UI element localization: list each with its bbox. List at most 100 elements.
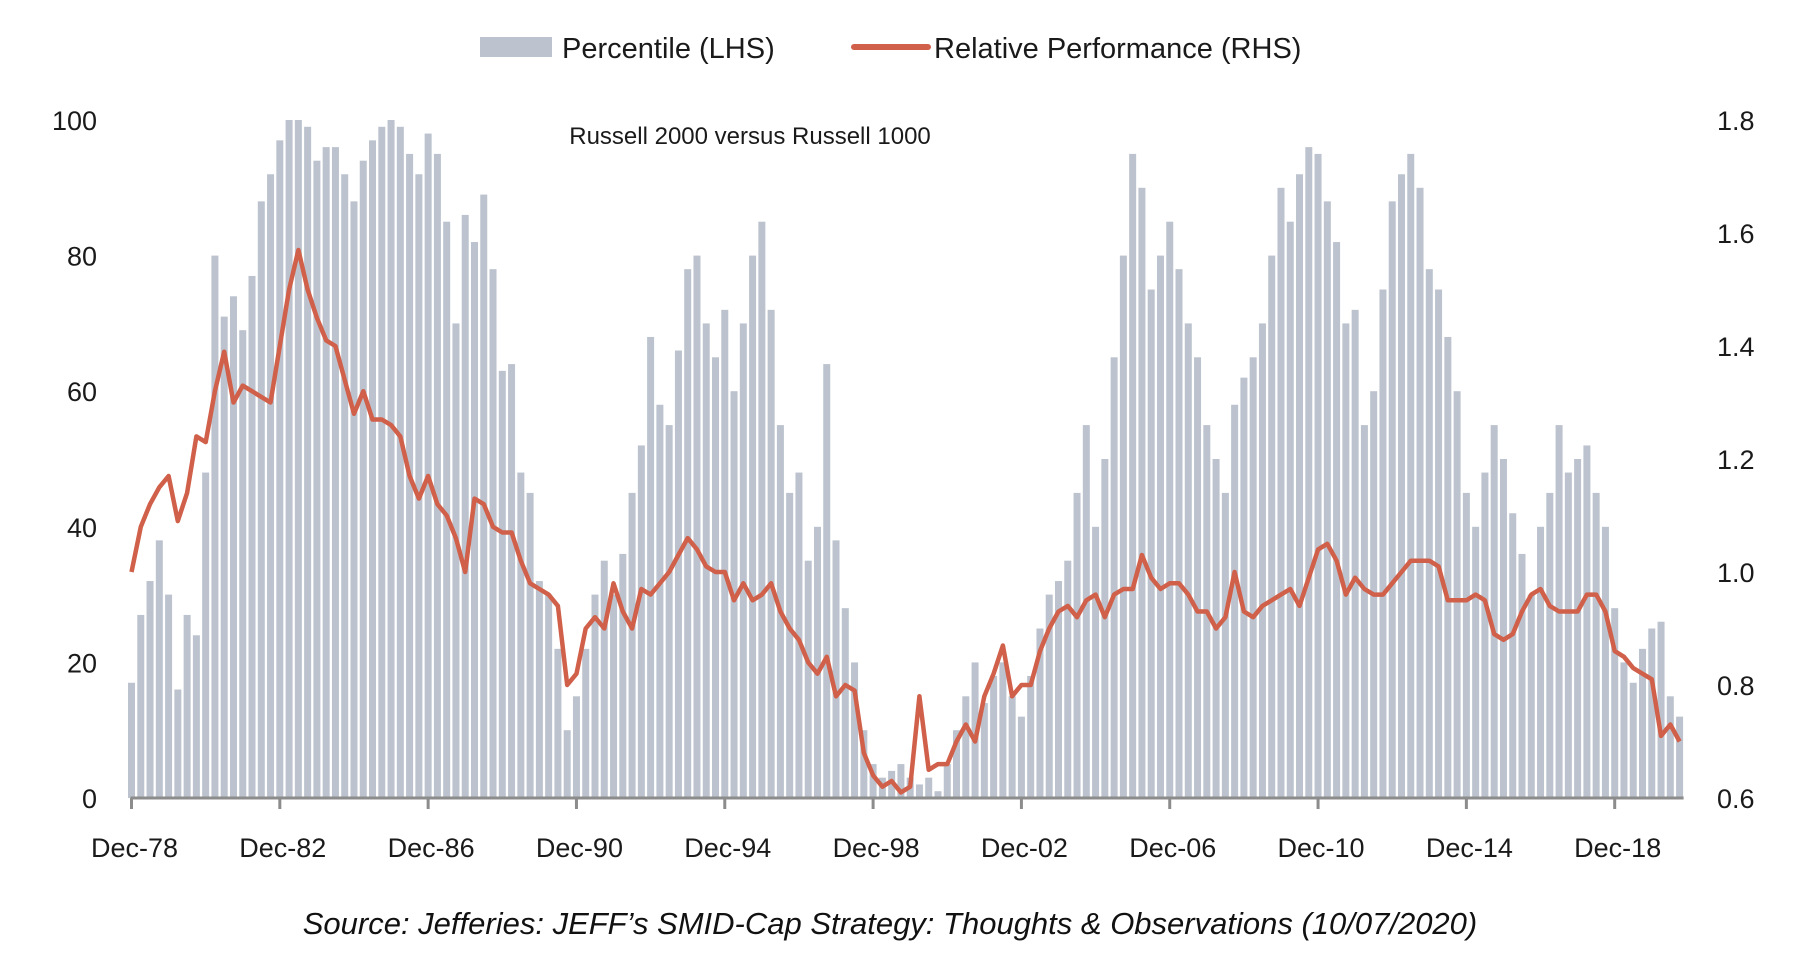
percentile-bar	[1676, 716, 1684, 798]
percentile-bar	[313, 160, 321, 798]
percentile-bar	[1305, 147, 1313, 798]
percentile-bar	[572, 696, 580, 798]
percentile-bar	[869, 764, 877, 798]
percentile-bar	[1611, 608, 1619, 798]
left-y-tick-label: 40	[67, 513, 97, 543]
percentile-bar	[693, 255, 701, 799]
percentile-bar	[1221, 492, 1229, 798]
percentile-bar	[480, 194, 488, 798]
right-y-tick-label: 0.6	[1717, 784, 1755, 814]
percentile-bar	[1249, 357, 1257, 798]
x-tick-label: Dec-98	[833, 833, 920, 863]
percentile-bar	[165, 594, 173, 798]
percentile-bar	[1472, 526, 1480, 798]
x-tick-label: Dec-14	[1426, 833, 1513, 863]
percentile-bar	[1286, 221, 1294, 798]
percentile-bar	[1045, 594, 1053, 798]
x-tick-label: Dec-86	[388, 833, 475, 863]
percentile-bar	[1639, 648, 1647, 798]
percentile-bar	[331, 147, 339, 798]
right-y-tick-label: 1.2	[1717, 445, 1755, 475]
percentile-bar	[1592, 492, 1600, 798]
chart-title: Russell 2000 versus Russell 1000	[569, 123, 931, 150]
percentile-bar	[415, 174, 423, 799]
percentile-bar	[674, 350, 682, 798]
percentile-bar	[786, 492, 794, 798]
percentile-bar	[1444, 336, 1452, 798]
percentile-bar	[647, 336, 655, 798]
percentile-bar	[832, 540, 840, 798]
percentile-bar	[860, 730, 868, 798]
percentile-bar	[1240, 377, 1248, 798]
percentile-bar	[1499, 459, 1507, 798]
percentile-bar	[739, 323, 747, 798]
left-y-tick-label: 20	[67, 648, 97, 678]
percentile-bar	[1110, 357, 1118, 798]
percentile-bar	[202, 472, 210, 798]
percentile-bar	[1537, 526, 1545, 798]
percentile-bar	[1258, 323, 1266, 798]
percentile-bar	[1583, 445, 1591, 798]
percentile-bar	[563, 730, 571, 798]
percentile-bar	[804, 560, 812, 798]
percentile-bar	[971, 662, 979, 798]
percentile-bar	[665, 425, 673, 798]
percentile-bar	[146, 581, 154, 798]
percentile-bar	[424, 133, 432, 798]
percentile-bar	[322, 147, 330, 798]
percentile-bar	[1156, 255, 1164, 799]
percentile-bar	[1546, 492, 1554, 798]
percentile-bar	[1333, 242, 1341, 799]
right-y-tick-label: 1.6	[1717, 219, 1755, 249]
legend-swatch-percentile	[480, 37, 552, 57]
percentile-bar	[1017, 716, 1025, 798]
percentile-bar	[1147, 289, 1155, 798]
percentile-bar	[1351, 309, 1359, 798]
percentile-bar	[517, 472, 525, 798]
percentile-bar	[1416, 187, 1424, 799]
percentile-bar	[443, 221, 451, 798]
percentile-bar	[962, 696, 970, 798]
percentile-bar	[1379, 289, 1387, 798]
percentile-bar	[1296, 174, 1304, 799]
x-tick-label: Dec-78	[91, 833, 178, 863]
percentile-bar	[452, 323, 460, 798]
percentile-bar	[545, 594, 553, 798]
percentile-bar	[953, 730, 961, 798]
right-y-tick-label: 0.8	[1717, 671, 1755, 701]
percentile-bar	[1119, 255, 1127, 799]
percentile-bar	[721, 309, 729, 798]
percentile-bar	[999, 662, 1007, 798]
x-tick-label: Dec-10	[1278, 833, 1365, 863]
percentile-bar	[220, 316, 228, 798]
percentile-bar	[1055, 581, 1062, 798]
percentile-bar	[1518, 553, 1526, 798]
percentile-bar	[1435, 289, 1443, 798]
percentile-bar	[1397, 174, 1405, 799]
percentile-bar	[183, 614, 191, 798]
left-y-tick-label: 60	[67, 377, 97, 407]
percentile-bar	[1008, 696, 1016, 798]
percentile-bar	[267, 174, 275, 799]
percentile-bar	[470, 242, 478, 799]
percentile-bar	[461, 214, 469, 799]
percentile-bar	[1194, 357, 1202, 798]
percentile-bar	[712, 357, 720, 798]
percentile-bar	[1407, 153, 1415, 798]
legend: Percentile (LHS) Relative Performance (R…	[480, 33, 1301, 65]
legend-label-percentile: Percentile (LHS)	[562, 33, 775, 65]
percentile-bar	[1092, 526, 1100, 798]
percentile-bar	[1342, 323, 1350, 798]
percentile-bars	[128, 120, 1684, 799]
percentile-bar	[841, 608, 849, 798]
percentile-bar	[229, 296, 237, 798]
percentile-bar	[285, 120, 293, 798]
percentile-bar	[1073, 492, 1081, 798]
percentile-bar	[915, 784, 923, 798]
percentile-bar	[1082, 425, 1090, 798]
left-y-tick-label: 100	[52, 106, 97, 136]
percentile-bar	[1666, 696, 1674, 798]
percentile-bar	[535, 581, 543, 798]
percentile-bar	[1166, 221, 1174, 798]
